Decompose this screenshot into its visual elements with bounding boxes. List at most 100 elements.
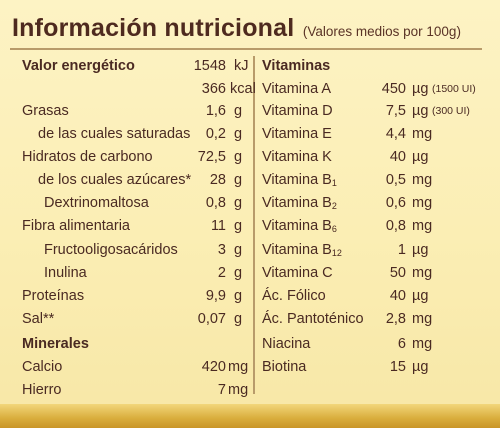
vitamin-row: Vitamina B1 0,5 mg [262,170,492,190]
vitamin-subscript: 1 [331,178,337,188]
nutrient-row: Sal** 0,07 g [22,309,252,329]
vitamin-label: Vitamina E [262,124,332,144]
vitamin-label: Vitamina D [262,101,333,121]
nutrient-value: 366 [201,81,226,97]
vitamin-value: 450 [381,81,406,97]
nutrient-label: Calcio [22,359,63,375]
vitamin-label: Ác. Fólico [262,286,326,306]
vitamin-value: 1 [397,242,406,258]
nutrient-label: de las cuales saturadas [38,126,191,142]
nutrient-row: Hierro 7 mg [22,380,252,400]
vitamin-unit: µg [412,359,429,375]
vitamin-row: Ác. Pantoténico 2,8 mg [262,309,492,329]
nutrient-unit: g [234,265,243,281]
nutrient-label: Valor energético [22,58,135,74]
vitamin-label: Vitamina B12 [262,240,342,263]
nutrient-value: 0,2 [205,126,226,142]
nutrient-row: Proteínas 9,9 g [22,286,252,306]
nutrient-value: 72,5 [197,149,226,165]
vitamin-label: Niacina [262,334,310,354]
nutrient-unit: kJ [234,58,249,74]
nutrient-unit: mg [228,359,249,375]
vitamin-value: 50 [389,265,406,281]
nutrient-row: Calcio 420 mg [22,357,252,377]
vitamin-value: 2,8 [385,311,406,327]
title-row: Información nutricional (Valores medios … [12,14,461,43]
vitamin-name: Biotina [262,359,307,375]
nutrient-unit: mg [228,382,249,398]
vitamin-name: Vitamina B [262,242,332,258]
package-edge [0,404,500,428]
vitamin-label: Ác. Pantoténico [262,309,364,329]
vitamin-unit: mg [412,218,433,234]
panel-title: Información nutricional [12,14,295,42]
vitamin-row: Vitamina A 450 µg (1500 UI) [262,79,492,99]
vitamin-name: Vitamina K [262,149,332,165]
vitamin-name: Vitamina B [262,195,332,211]
vitamin-value: 0,5 [385,172,406,188]
nutrient-value: 9,9 [205,288,226,304]
panel-subtitle: (Valores medios por 100g) [302,24,461,39]
vitamin-row: Vitamina C 50 mg [262,263,492,283]
vitamin-label: Vitamina B6 [262,216,337,239]
vitamin-value: 0,6 [385,195,406,211]
vitamin-value: 40 [389,288,406,304]
nutrient-label: de los cuales azúcares* [38,172,192,188]
vitamin-name: Ác. Fólico [262,288,326,304]
vitamin-row: Vitamina B6 0,8 mg [262,216,492,236]
vitamin-row: Ác. Fólico 40 µg [262,286,492,306]
nutrient-value: 0,8 [205,195,226,211]
nutrient-value: 1548 [193,58,226,74]
nutrient-label: Minerales [22,336,89,352]
nutrient-row: Valor energético 1548 kJ [22,56,252,76]
vitamin-unit: µg [412,149,429,165]
vitamin-value: 40 [389,149,406,165]
nutrient-value: 2 [217,265,226,281]
nutrient-row: Dextrinomaltosa 0,8 g [22,193,252,213]
nutrient-row: 366 kcal [22,79,256,99]
vitamin-unit: mg [412,126,433,142]
nutrient-label: Hierro [22,382,62,398]
vitamin-value: 0,8 [385,218,406,234]
vitamin-value: 15 [389,359,406,375]
vitamin-label: Vitamina K [262,147,332,167]
vitamin-unit: mg [412,172,433,188]
vitamin-name: Vitamina A [262,81,332,97]
nutrient-value: 3 [217,242,226,258]
nutrient-unit: g [234,103,243,119]
vitamin-subscript: 6 [331,224,337,234]
vitamin-label: Vitamina B2 [262,193,337,216]
nutrient-label: Grasas [22,103,69,119]
nutrient-row: Hidratos de carbono 72,5 g [22,147,252,167]
nutrient-value: 0,07 [197,311,226,327]
vitamin-label: Biotina [262,357,306,377]
nutrient-unit: g [234,149,243,165]
vitamin-name: Vitamina C [262,265,333,281]
vitamin-row: Vitamina B12 1 µg [262,240,492,260]
vitamin-iu-note: (1500 UI) [432,83,476,95]
vitamin-row: Niacina 6 mg [262,334,492,354]
nutrient-unit: g [234,288,243,304]
vitamin-unit: mg [412,336,433,352]
nutrient-unit: g [234,195,243,211]
nutrient-label: Fibra alimentaria [22,218,130,234]
vitamin-subscript: 12 [331,248,342,258]
vitamin-unit: mg [412,265,433,281]
vitamin-unit: µg [412,242,429,258]
nutrient-label: Fructooligosacáridos [44,242,178,258]
vitamin-unit: µg [412,103,429,119]
nutrient-unit: g [234,126,243,142]
nutrient-row: Grasas 1,6 g [22,101,252,121]
nutrient-row: Fructooligosacáridos 3 g [22,240,252,260]
vitamin-iu-note: (300 UI) [432,105,470,117]
vitamin-label: Vitamina A [262,79,331,99]
nutrient-value: 420 [201,359,226,375]
nutrient-value: 1,6 [205,103,226,119]
nutrient-unit: g [234,172,243,188]
vitamin-unit: µg [412,288,429,304]
nutrient-label: Hidratos de carbono [22,149,153,165]
vitamin-label: Vitamina C [262,263,333,283]
title-divider [10,48,482,50]
nutrient-value: 11 [210,218,226,234]
